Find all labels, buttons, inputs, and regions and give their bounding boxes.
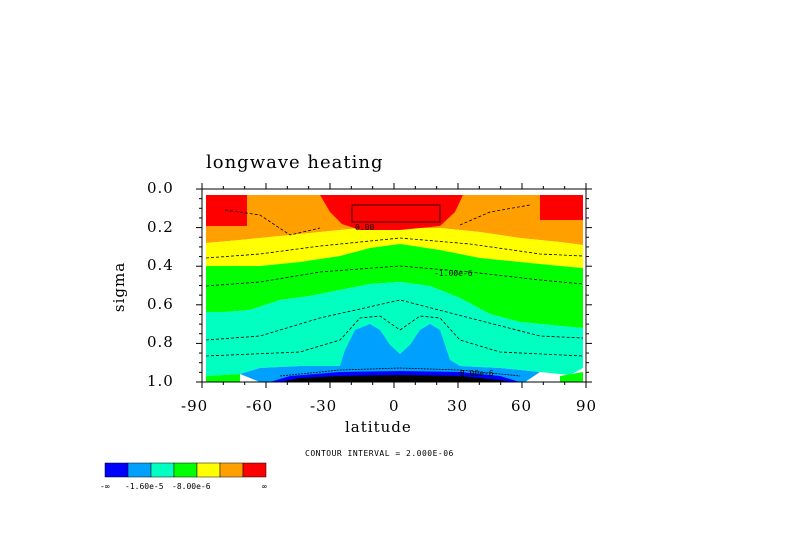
contour-label: -8.00e-6 (455, 369, 494, 378)
x-tick-label: 60 (511, 397, 533, 415)
chart-title: longwave heating (206, 152, 384, 173)
contour-fill-green-right (560, 372, 583, 382)
y-tick-label: 0.6 (147, 295, 174, 313)
colorbar (104, 462, 267, 478)
y-tick-label: 1.0 (147, 372, 174, 390)
y-tick-label: 0.4 (147, 256, 174, 274)
y-tick-label: 0.8 (147, 333, 174, 351)
colorbar-label: -1.60e-5 (125, 482, 164, 491)
colorbar-label: -∞ (100, 482, 110, 491)
x-tick-label: -30 (310, 397, 338, 415)
contour-fill-yellow (206, 228, 583, 268)
contour-interval-label: CONTOUR INTERVAL = 2.000E-06 (305, 449, 454, 458)
y-tick-label: 0.2 (147, 218, 174, 236)
y-axis-label: sigma (110, 261, 129, 313)
x-tick-label: 30 (447, 397, 469, 415)
colorbar-swatch (127, 462, 152, 478)
surface-strip (280, 375, 510, 382)
contour-fill-lightblue (240, 324, 540, 382)
x-axis-label: latitude (345, 418, 412, 436)
y-tick-label: 0.0 (147, 179, 174, 197)
colorbar-label: ∞ (262, 482, 267, 491)
filled-contours (202, 189, 586, 382)
contour-fill-red-center (320, 195, 463, 230)
x-tick-label: -90 (181, 397, 209, 415)
x-tick-label: -60 (246, 397, 274, 415)
x-tick-label: 0 (389, 397, 400, 415)
x-tick-label: 90 (576, 397, 598, 415)
contour-fill-green (206, 244, 583, 328)
colorbar-swatch (219, 462, 244, 478)
colorbar-label: -8.00e-6 (172, 482, 211, 491)
contour-fill-red-right (540, 195, 583, 220)
colorbar-swatch (173, 462, 198, 478)
axis-ticks (196, 183, 592, 388)
contour-label: 0.00 (355, 223, 375, 232)
contour-label: -1.00e-6 (434, 269, 473, 278)
contour-fill-green-left (206, 374, 240, 382)
colorbar-swatch (242, 462, 267, 478)
contour-fill-aqua (206, 282, 583, 376)
colorbar-swatch (150, 462, 175, 478)
colorbar-swatch (104, 462, 129, 478)
colorbar-swatch (196, 462, 221, 478)
contour-lines (205, 204, 584, 377)
